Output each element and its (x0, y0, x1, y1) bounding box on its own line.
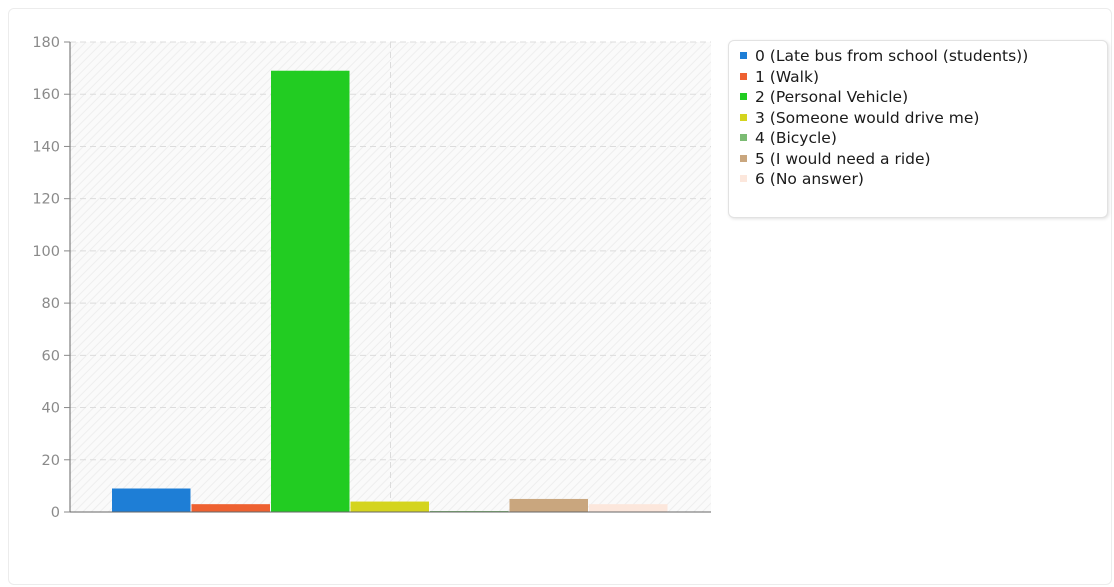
y-tick-label: 0 (51, 505, 60, 521)
chart-legend: 0 (Late bus from school (students)) 1 (Wa… (728, 40, 1108, 218)
legend-item: 5 (I would need a ride) (737, 149, 1099, 170)
legend-label: 2 (Personal Vehicle) (755, 88, 909, 106)
legend-item: 4 (Bicycle) (737, 128, 1099, 149)
bar-5 (509, 498, 588, 512)
legend-item: 1 (Walk) (737, 67, 1099, 88)
legend-item: 2 (Personal Vehicle) (737, 87, 1099, 108)
bar-0 (112, 488, 191, 512)
legend-swatch (740, 154, 747, 162)
bar-3 (350, 501, 429, 512)
legend-label: 0 (Late bus from school (students)) (755, 47, 1029, 65)
legend-swatch (740, 134, 747, 141)
bar-2 (271, 70, 350, 512)
legend-swatch (740, 93, 747, 100)
legend-label: 1 (Walk) (755, 67, 819, 86)
legend-swatch (740, 113, 747, 121)
y-tick-label: 160 (32, 87, 60, 103)
y-tick-label: 140 (32, 139, 60, 155)
bar-1 (191, 504, 270, 512)
legend-swatch (740, 72, 747, 80)
y-tick-label: 120 (32, 192, 60, 208)
legend-item: 6 (No answer) (737, 169, 1099, 190)
y-tick-label: 80 (42, 296, 60, 312)
legend-item: 0 (Late bus from school (students)) (737, 46, 1099, 67)
y-tick-label: 20 (42, 453, 60, 469)
y-tick-label: 180 (32, 35, 60, 51)
y-tick-label: 100 (32, 244, 60, 260)
y-tick-label: 60 (42, 348, 60, 364)
bar-6 (589, 504, 668, 512)
legend-label: 6 (No answer) (755, 170, 864, 188)
legend-swatch (740, 52, 747, 59)
legend-label: 5 (I would need a ride) (755, 149, 931, 168)
legend-swatch (740, 175, 747, 182)
y-tick-label: 40 (42, 401, 60, 417)
legend-label: 4 (Bicycle) (755, 129, 837, 147)
legend-label: 3 (Someone would drive me) (755, 108, 980, 127)
legend-item: 3 (Someone would drive me) (737, 108, 1099, 129)
